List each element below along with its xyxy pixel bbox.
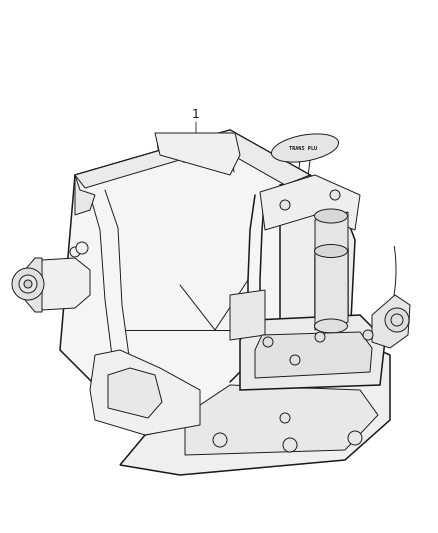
Polygon shape: [35, 258, 90, 310]
Circle shape: [330, 190, 340, 200]
Polygon shape: [240, 315, 385, 390]
Polygon shape: [315, 212, 348, 330]
Circle shape: [70, 247, 80, 257]
Ellipse shape: [272, 134, 339, 162]
Circle shape: [290, 355, 300, 365]
Circle shape: [19, 275, 37, 293]
Polygon shape: [60, 130, 310, 435]
Polygon shape: [280, 175, 355, 400]
Ellipse shape: [314, 209, 347, 223]
Polygon shape: [108, 368, 162, 418]
Polygon shape: [120, 340, 390, 475]
Circle shape: [391, 314, 403, 326]
Circle shape: [280, 200, 290, 210]
Ellipse shape: [314, 245, 347, 257]
Circle shape: [363, 330, 373, 340]
Text: TRANS PLU: TRANS PLU: [289, 147, 317, 151]
Polygon shape: [25, 258, 42, 312]
Circle shape: [283, 438, 297, 452]
Polygon shape: [155, 133, 240, 175]
Circle shape: [348, 431, 362, 445]
Polygon shape: [315, 248, 348, 330]
Circle shape: [280, 413, 290, 423]
Circle shape: [12, 268, 44, 300]
Ellipse shape: [314, 319, 347, 333]
Circle shape: [263, 337, 273, 347]
Text: 1: 1: [192, 109, 200, 122]
Polygon shape: [372, 295, 410, 348]
Ellipse shape: [314, 319, 347, 333]
Circle shape: [315, 332, 325, 342]
Polygon shape: [255, 332, 372, 378]
Polygon shape: [75, 130, 310, 188]
Circle shape: [76, 242, 88, 254]
Circle shape: [213, 433, 227, 447]
Polygon shape: [75, 175, 95, 215]
Polygon shape: [260, 175, 360, 230]
Circle shape: [385, 308, 409, 332]
Polygon shape: [230, 290, 265, 340]
Circle shape: [24, 280, 32, 288]
Polygon shape: [185, 385, 378, 455]
Polygon shape: [90, 350, 200, 435]
